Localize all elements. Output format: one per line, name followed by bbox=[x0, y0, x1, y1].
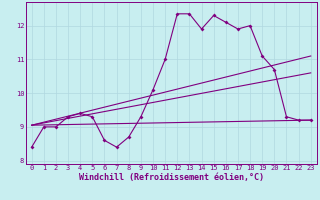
X-axis label: Windchill (Refroidissement éolien,°C): Windchill (Refroidissement éolien,°C) bbox=[79, 173, 264, 182]
